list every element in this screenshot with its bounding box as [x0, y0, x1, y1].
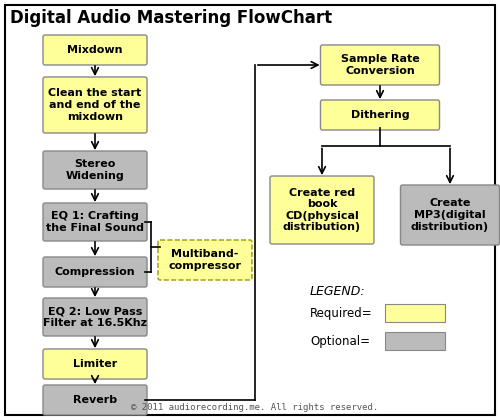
FancyBboxPatch shape [43, 203, 147, 241]
Text: Stereo
Widening: Stereo Widening [66, 159, 124, 181]
FancyBboxPatch shape [43, 349, 147, 379]
FancyBboxPatch shape [385, 304, 445, 322]
FancyBboxPatch shape [158, 240, 252, 280]
FancyBboxPatch shape [270, 176, 374, 244]
Text: © 2011 audiorecording.me. All rights reserved.: © 2011 audiorecording.me. All rights res… [132, 404, 378, 412]
Text: Multiband-
compressor: Multiband- compressor [168, 249, 242, 271]
Text: Required=: Required= [310, 307, 372, 320]
FancyBboxPatch shape [43, 257, 147, 287]
FancyBboxPatch shape [320, 45, 440, 85]
FancyBboxPatch shape [43, 385, 147, 415]
Text: EQ 2: Low Pass
Filter at 16.5Khz: EQ 2: Low Pass Filter at 16.5Khz [43, 306, 147, 328]
Text: Limiter: Limiter [73, 359, 117, 369]
FancyBboxPatch shape [43, 35, 147, 65]
FancyBboxPatch shape [43, 298, 147, 336]
Text: Dithering: Dithering [350, 110, 410, 120]
Text: Mixdown: Mixdown [67, 45, 123, 55]
FancyBboxPatch shape [43, 77, 147, 133]
FancyBboxPatch shape [385, 332, 445, 350]
Text: EQ 1: Crafting
the Final Sound: EQ 1: Crafting the Final Sound [46, 211, 144, 233]
Text: Clean the start
and end of the
mixdown: Clean the start and end of the mixdown [48, 88, 142, 122]
FancyBboxPatch shape [320, 100, 440, 130]
FancyBboxPatch shape [43, 151, 147, 189]
Text: Sample Rate
Conversion: Sample Rate Conversion [340, 54, 419, 76]
Text: Compression: Compression [54, 267, 136, 277]
Text: Digital Audio Mastering FlowChart: Digital Audio Mastering FlowChart [10, 9, 332, 27]
Text: Create red
book
CD(physical
distribution): Create red book CD(physical distribution… [283, 188, 361, 232]
Text: Optional=: Optional= [310, 334, 370, 347]
Text: Create
MP3(digital
distribution): Create MP3(digital distribution) [411, 198, 489, 231]
Text: Reverb: Reverb [73, 395, 117, 405]
Text: LEGEND:: LEGEND: [310, 285, 366, 298]
FancyBboxPatch shape [400, 185, 500, 245]
